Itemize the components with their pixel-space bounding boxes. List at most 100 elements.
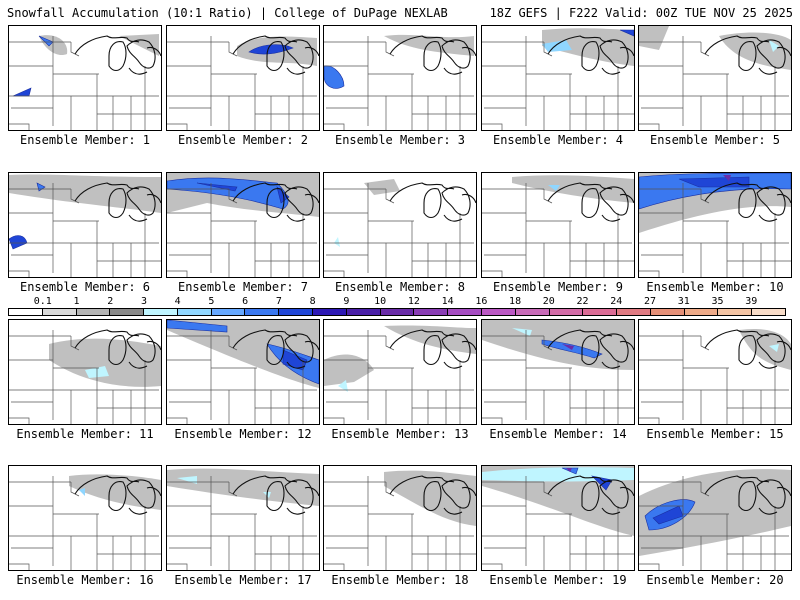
state-border [9,563,30,570]
colorbar-label: 39 [745,296,758,307]
snow-shade [591,475,613,491]
colorbar-swatch [515,309,550,315]
ensemble-member-label: Ensemble Member: 17 [174,573,312,587]
snow-shade [548,185,560,191]
ensemble-member-label: Ensemble Member: 9 [492,280,624,294]
great-lakes-shoreline [547,329,634,369]
great-lakes-shoreline [74,475,161,515]
great-lakes-shoreline [389,475,476,515]
snow-shade [739,328,791,370]
state-border [228,189,238,204]
state-border [167,123,188,130]
state-border [639,563,660,570]
colorbar-swatch [177,309,212,315]
great-lakes-shoreline [74,329,161,369]
snowfall-map [638,319,792,425]
state-border [385,482,395,497]
state-border [639,270,660,277]
colorbar-swatch [718,309,753,315]
great-lakes-shoreline [74,35,161,75]
colorbar-label: 10 [374,296,387,307]
colorbar-label: 7 [275,296,282,307]
state-border [543,482,553,497]
snowfall-map [481,25,635,131]
colorbar-label: 27 [644,296,657,307]
colorbar-swatch [9,309,43,315]
ensemble-member-label: Ensemble Member: 3 [334,133,466,147]
colorbar-swatch [650,309,685,315]
state-border [700,189,710,204]
snow-shade [723,175,731,181]
snowfall-colorbar: 0.1 1 2 3 4 5 6 7 8 9 10 12 14 16 18 20 22 24 27 31 35 39 [8,296,786,318]
colorbar-swatch [549,309,584,315]
state-border [167,417,188,424]
state-border [324,270,345,277]
state-border [228,482,238,497]
state-border [324,417,345,424]
colorbar-swatch [211,309,246,315]
colorbar-swatch [617,309,651,315]
ensemble-member-label: Ensemble Member: 16 [16,573,154,587]
snow-shade [769,344,779,352]
colorbar-swatch [414,309,449,315]
colorbar-label: 5 [208,296,215,307]
snowfall-map [323,25,477,131]
state-border [9,123,30,130]
colorbar-label: 16 [475,296,488,307]
colorbar-swatch [684,309,719,315]
colorbar-swatch [313,309,347,315]
model-run-info: 18Z GEFS | F222 Valid: 00Z TUE NOV 25 20… [489,6,793,20]
state-border [9,417,30,424]
colorbar-label: 20 [542,296,555,307]
snow-shade [482,466,634,536]
great-lakes-shoreline [704,475,791,515]
snowfall-map [8,319,162,425]
chart-title: Snowfall Accumulation (10:1 Ratio) | Col… [7,6,448,20]
great-lakes-shoreline [547,182,634,222]
state-border [482,123,503,130]
snow-shade [49,338,161,387]
snowfall-map [323,172,477,278]
ensemble-member-label: Ensemble Member: 20 [646,573,784,587]
state-border [639,417,660,424]
state-border [700,42,710,57]
colorbar-labels: 0.1 1 2 3 4 5 6 7 8 9 10 12 14 16 18 20 22 24 27 31 35 39 [8,296,786,308]
colorbar-label: 0.1 [33,296,52,307]
ensemble-member-label: Ensemble Member: 5 [649,133,781,147]
snow-shade [79,488,85,496]
great-lakes-shoreline [232,182,319,222]
colorbar-label: 14 [441,296,454,307]
great-lakes-shoreline [232,35,319,75]
colorbar-label: 18 [509,296,522,307]
colorbar-swatch [245,309,280,315]
snow-shade [324,65,345,89]
snow-shade [512,175,634,203]
snow-shade [542,40,572,52]
state-border [543,42,553,57]
snow-shade [38,35,54,47]
state-border [70,42,80,57]
ensemble-member-label: Ensemble Member: 11 [16,427,154,441]
state-border [700,336,710,351]
snow-shade [719,32,791,70]
snowfall-map [481,172,635,278]
state-border [639,123,660,130]
colorbar-swatch [144,309,178,315]
snow-shade [364,179,400,195]
great-lakes-shoreline [704,35,791,75]
snow-shade [334,237,340,247]
snow-shade [562,344,574,350]
snowfall-map [8,25,162,131]
ensemble-member-label: Ensemble Member: 4 [492,133,624,147]
colorbar-swatch [583,309,618,315]
great-lakes-shoreline [389,35,476,75]
state-border [385,42,395,57]
great-lakes-shoreline [547,475,634,515]
colorbar-label: 22 [576,296,589,307]
snow-shade [9,235,28,250]
colorbar-label: 12 [407,296,420,307]
state-border [385,336,395,351]
state-border [482,417,503,424]
snow-shade [566,468,572,472]
